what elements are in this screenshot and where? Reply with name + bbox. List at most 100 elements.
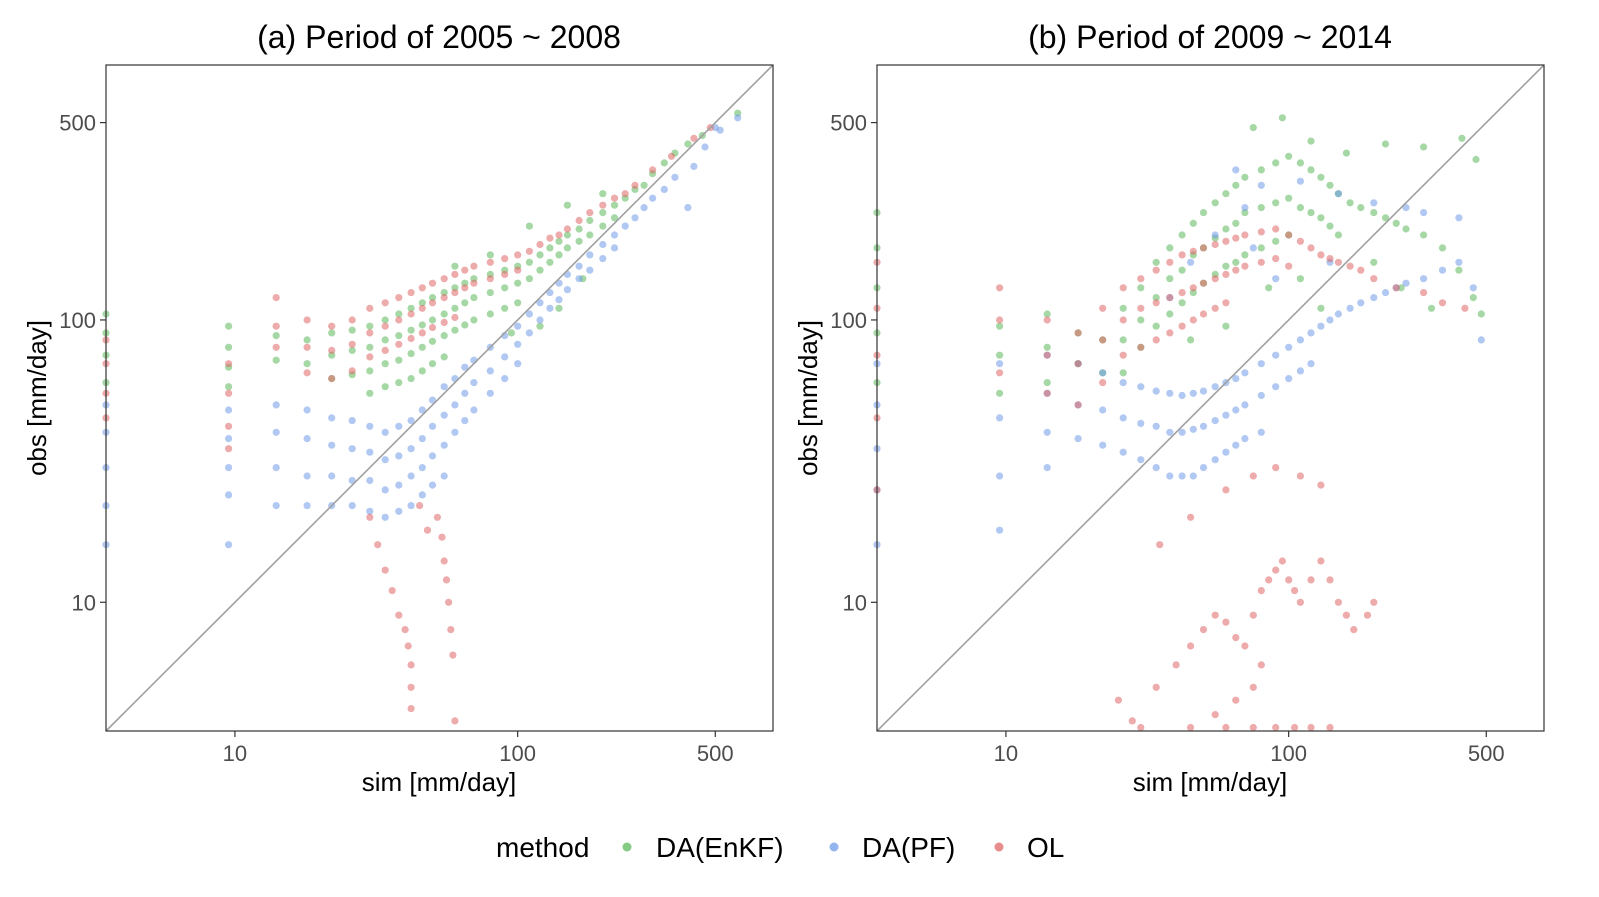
point-da-enkf <box>461 321 469 329</box>
point-da-enkf <box>1326 222 1334 230</box>
point-ol <box>1363 611 1372 619</box>
point-da-pf <box>514 322 522 330</box>
point-ol <box>407 705 415 713</box>
point-da-enkf <box>1166 275 1174 283</box>
point-ol <box>461 284 469 292</box>
point-da-pf <box>1189 389 1197 397</box>
point-ol <box>1317 557 1325 565</box>
point-da-pf <box>418 435 426 443</box>
point-da-pf <box>1099 369 1107 377</box>
point-ol <box>1119 351 1127 359</box>
point-ol <box>1249 611 1257 619</box>
point-ol <box>1211 275 1219 283</box>
point-da-enkf <box>225 343 233 351</box>
point-ol <box>996 369 1004 377</box>
panel-a-frame <box>105 64 774 732</box>
point-ol <box>447 626 455 634</box>
point-ol <box>1211 611 1219 619</box>
point-da-enkf <box>225 322 233 330</box>
point-da-pf <box>366 507 374 515</box>
point-da-pf <box>440 383 448 391</box>
point-ol <box>1272 255 1280 263</box>
point-ol <box>1257 228 1265 236</box>
point-da-pf <box>684 204 692 212</box>
point-ol <box>1152 336 1160 344</box>
point-ol <box>272 343 280 351</box>
point-da-enkf <box>1119 369 1127 377</box>
point-da-enkf <box>407 350 415 358</box>
point-ol <box>1278 557 1286 565</box>
point-da-enkf <box>1241 173 1249 181</box>
point-da-enkf <box>440 353 448 361</box>
point-ol <box>470 279 478 287</box>
point-da-enkf <box>525 258 534 266</box>
point-ol <box>1152 683 1160 691</box>
point-da-pf <box>486 389 494 397</box>
point-ol <box>1307 576 1315 584</box>
point-da-pf <box>690 162 698 170</box>
point-ol <box>1296 598 1304 606</box>
point-da-pf <box>575 275 583 283</box>
point-da-enkf <box>546 258 554 266</box>
point-ol <box>649 166 657 174</box>
point-ol <box>470 262 478 270</box>
point-da-enkf <box>1392 219 1400 227</box>
point-da-pf <box>631 214 639 222</box>
point-ol <box>388 587 396 595</box>
point-da-pf <box>328 441 336 449</box>
point-da-enkf <box>1232 219 1240 227</box>
point-da-pf <box>1119 379 1127 387</box>
point-da-pf <box>599 240 607 249</box>
point-da-enkf <box>525 275 534 283</box>
x-tick-label: 10 <box>223 741 247 766</box>
point-da-enkf <box>1272 159 1280 167</box>
point-da-enkf <box>1402 225 1410 233</box>
point-da-pf <box>1257 428 1265 436</box>
point-da-pf <box>1099 406 1107 414</box>
point-da-enkf <box>1152 294 1160 302</box>
y-tick-label: 500 <box>59 111 96 136</box>
point-da-pf <box>486 367 494 375</box>
point-da-pf <box>381 486 389 494</box>
point-da-pf <box>1189 425 1197 433</box>
point-ol <box>1187 723 1195 732</box>
point-ol <box>1285 231 1293 239</box>
point-ol <box>381 322 389 330</box>
legend: method DA(EnKF) DA(PF) OL <box>496 832 1064 863</box>
point-da-pf <box>586 266 594 274</box>
point-da-enkf <box>1043 379 1051 387</box>
point-da-pf <box>381 456 389 464</box>
point-da-pf <box>1189 472 1197 480</box>
point-da-pf <box>640 204 648 212</box>
point-da-pf <box>1420 275 1428 283</box>
panel-a-points <box>102 109 742 725</box>
point-da-pf <box>1211 417 1219 425</box>
point-da-enkf <box>1381 140 1390 148</box>
point-da-pf <box>407 502 415 510</box>
point-da-enkf <box>272 332 280 340</box>
point-da-enkf <box>1334 231 1342 239</box>
point-da-enkf <box>1307 137 1315 145</box>
point-ol <box>1307 244 1315 252</box>
point-da-pf <box>1370 199 1378 207</box>
point-da-enkf <box>486 289 494 297</box>
point-ol <box>418 284 426 292</box>
point-da-pf <box>1178 391 1186 400</box>
point-da-enkf <box>1346 199 1354 207</box>
point-da-pf <box>563 286 572 294</box>
point-da-enkf <box>272 356 280 364</box>
point-da-enkf <box>1043 343 1051 351</box>
point-ol <box>423 526 432 534</box>
panel-a-x-axis-label: sim [mm/day] <box>362 767 517 797</box>
point-ol <box>1222 618 1230 626</box>
point-ol <box>1346 262 1354 270</box>
point-ol <box>1241 231 1249 239</box>
point-ol <box>1211 304 1219 312</box>
point-da-pf <box>610 231 619 239</box>
point-da-pf <box>1317 322 1325 330</box>
point-da-pf <box>1199 422 1208 430</box>
point-ol <box>1187 642 1195 650</box>
point-ol <box>1128 717 1136 725</box>
point-da-enkf <box>1285 152 1293 160</box>
point-ol <box>1189 247 1197 255</box>
